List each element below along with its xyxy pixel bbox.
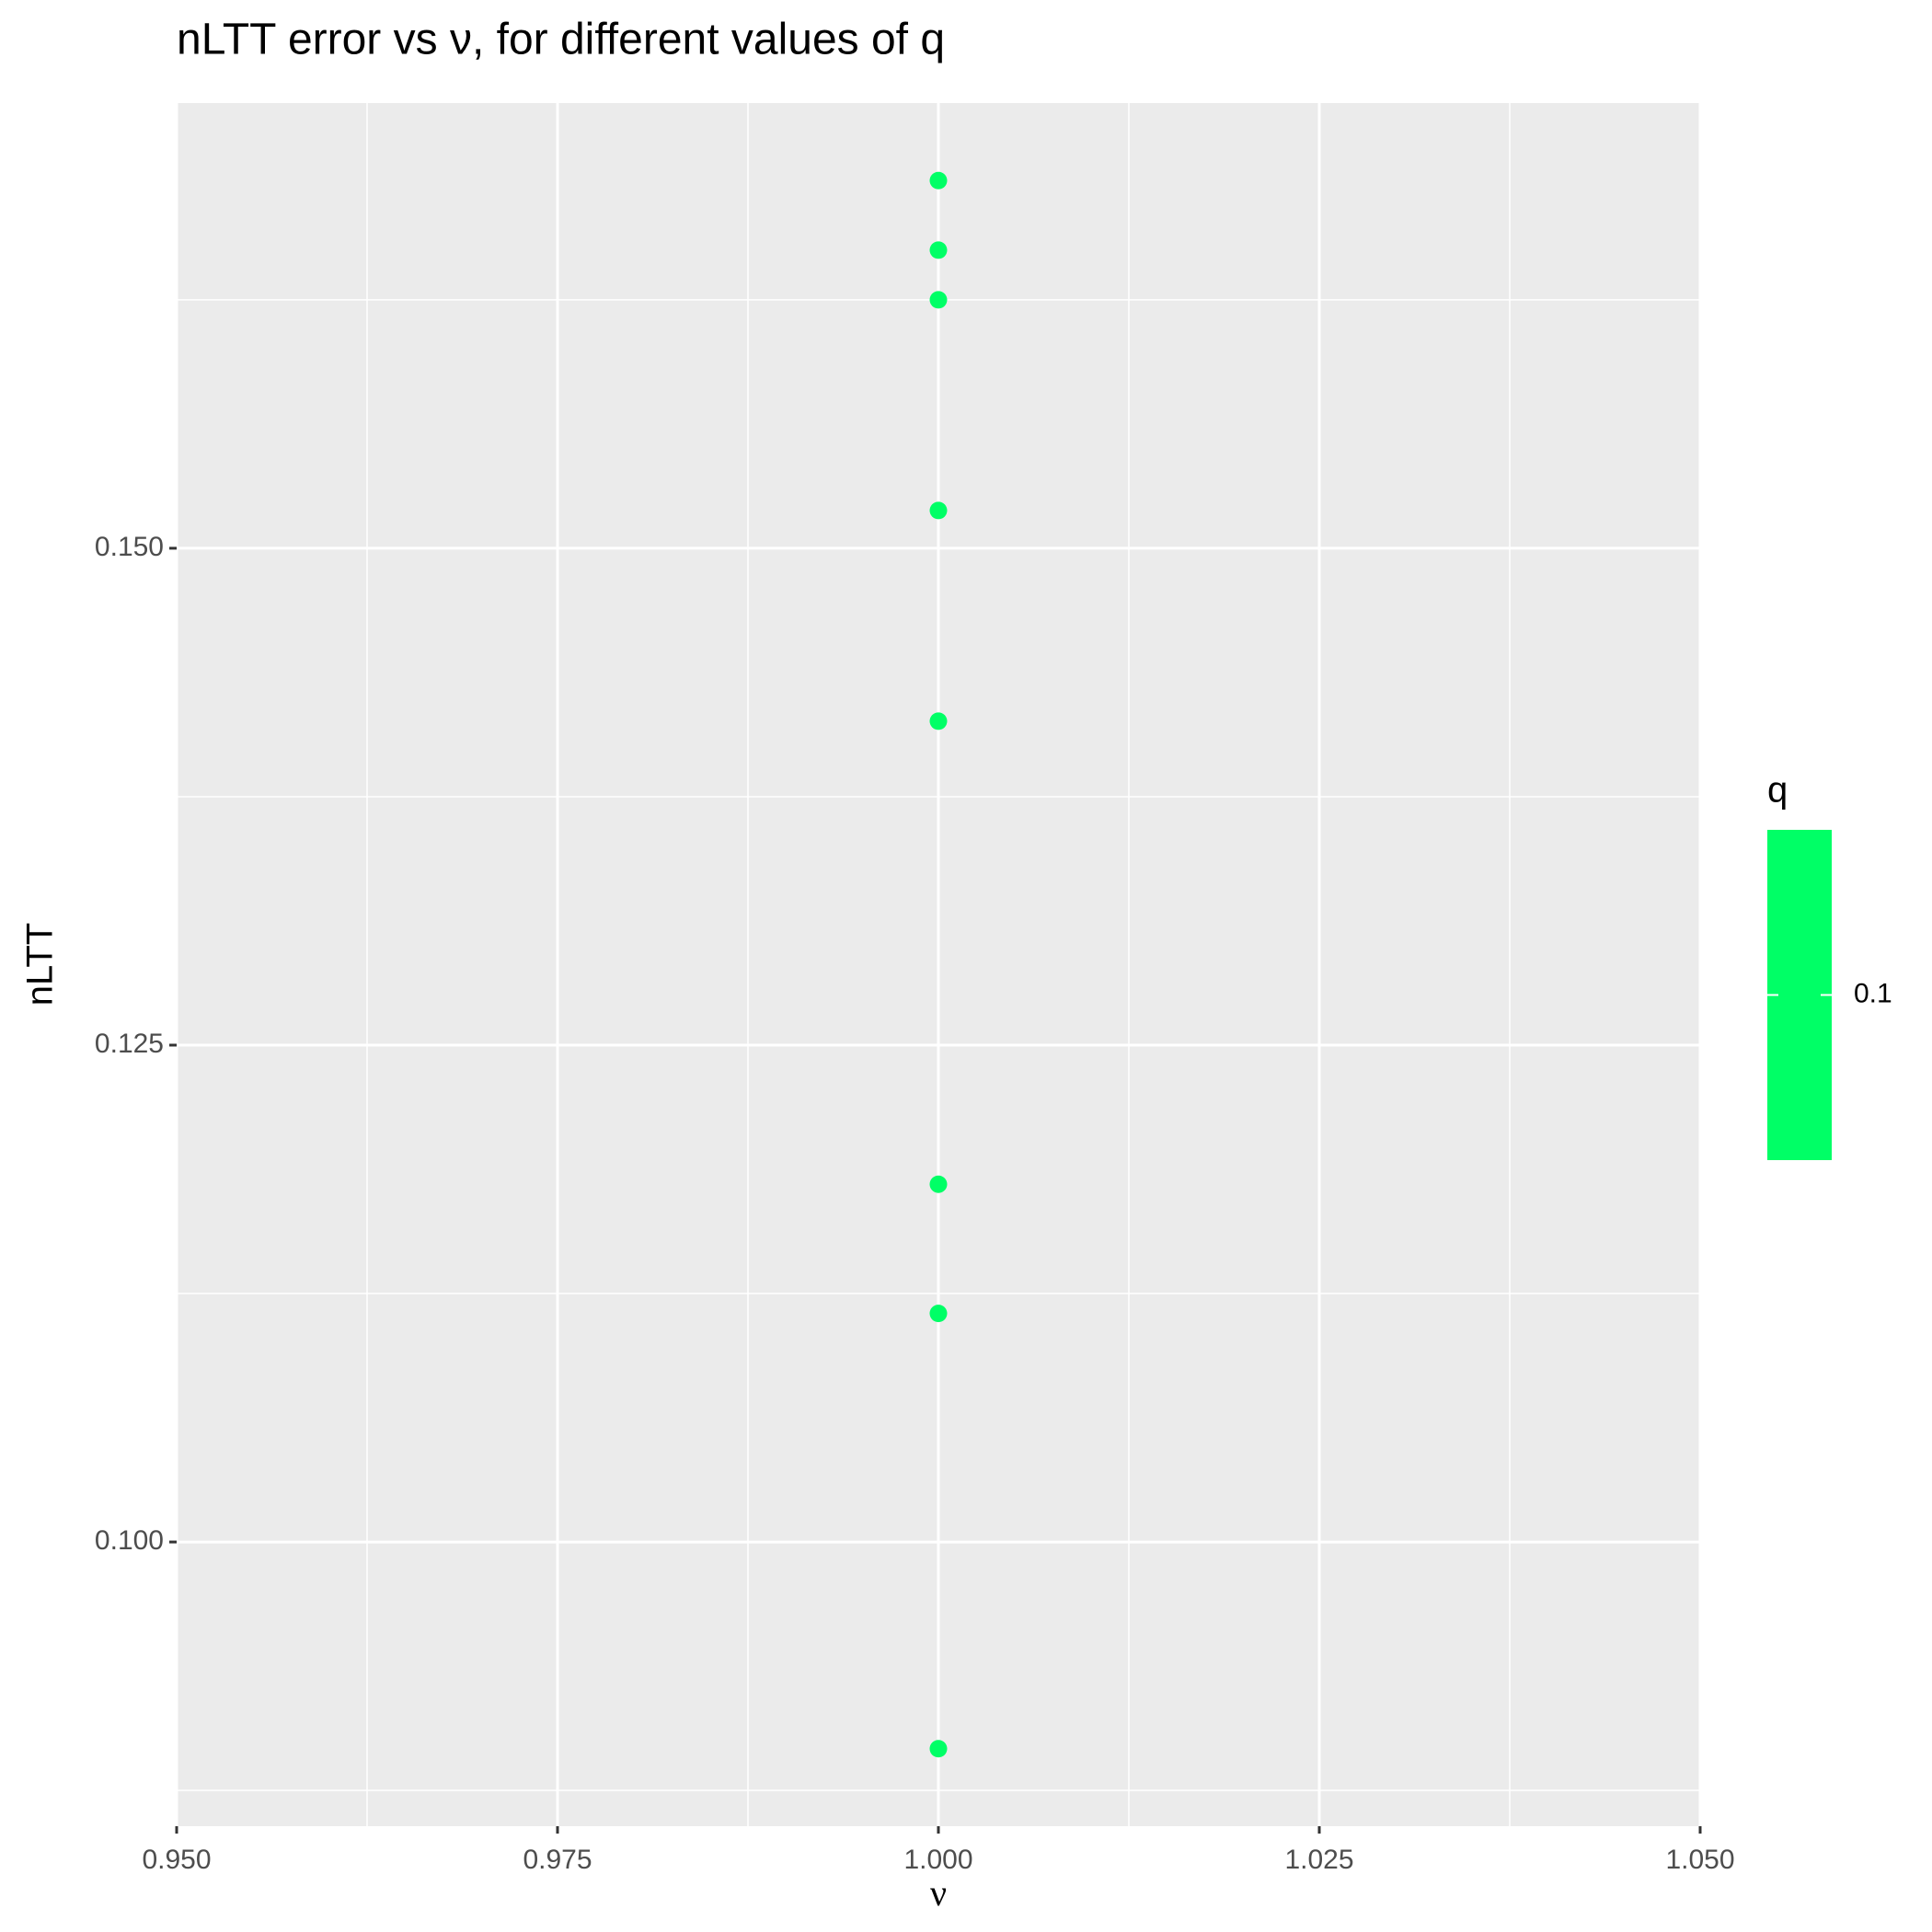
point (929, 171, 948, 190)
point (929, 1740, 948, 1758)
legend-label: 0.1 (1854, 978, 1892, 1008)
legend-title: q (1767, 770, 1788, 811)
x-tick-label: 1.025 (1284, 1845, 1353, 1875)
x-tick-label: 0.975 (523, 1845, 592, 1875)
point (929, 1305, 948, 1323)
y-tick-label: 0.100 (95, 1525, 164, 1556)
point (929, 712, 948, 730)
x-tick-label: 1.050 (1665, 1845, 1734, 1875)
point (929, 501, 948, 520)
point (929, 291, 948, 309)
x-axis-label: ν (930, 1872, 947, 1914)
x-tick-label: 1.000 (903, 1845, 972, 1875)
x-tick-label: 0.950 (142, 1845, 211, 1875)
y-tick-label: 0.150 (95, 532, 164, 562)
point (929, 1175, 948, 1193)
chart-title: nLTT error vs ν, for different values of… (177, 16, 945, 64)
point (929, 241, 948, 259)
y-axis-label: nLTT (20, 923, 61, 1006)
y-tick-label: 0.125 (95, 1029, 164, 1059)
